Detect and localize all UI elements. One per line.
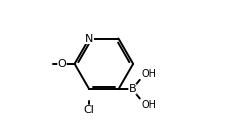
Text: OH: OH — [141, 100, 156, 110]
Text: N: N — [85, 34, 93, 43]
Text: B: B — [129, 84, 136, 94]
Text: O: O — [57, 59, 66, 69]
Text: Cl: Cl — [84, 105, 95, 115]
Text: OH: OH — [141, 68, 156, 79]
